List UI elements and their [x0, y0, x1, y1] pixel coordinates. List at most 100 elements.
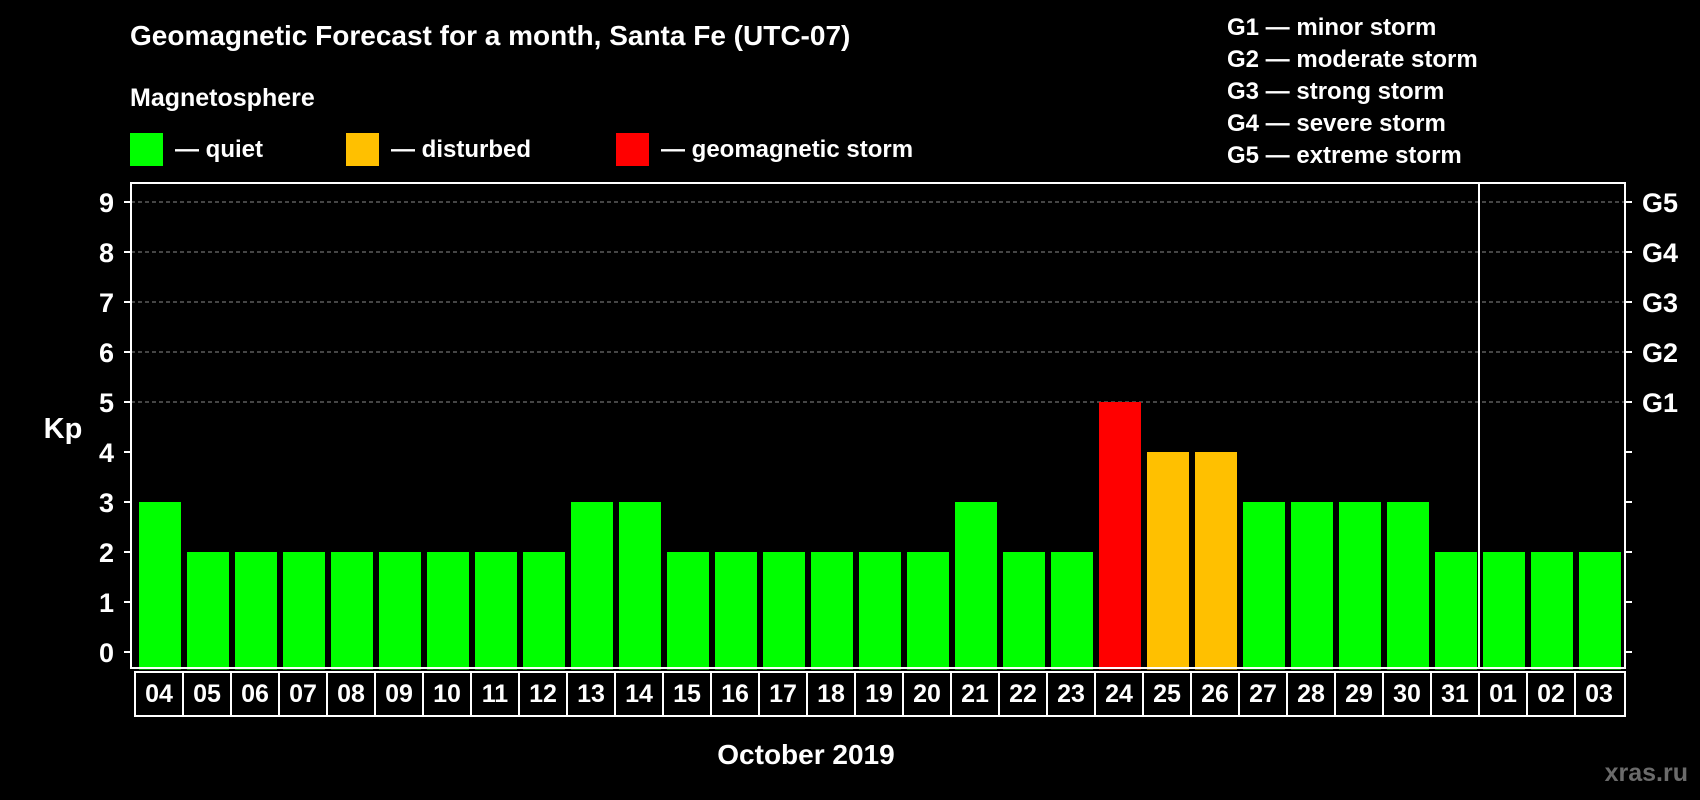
watermark: xras.ru — [1604, 759, 1688, 787]
x-tick-label: 22 — [1009, 680, 1037, 708]
x-tick-label: 25 — [1153, 680, 1181, 708]
legend-label-quiet: — quiet — [175, 135, 263, 163]
g-scale-legend-item: G4 — severe storm — [1227, 110, 1446, 137]
x-tick-label: 03 — [1585, 680, 1613, 708]
bar-15 — [667, 552, 709, 670]
bar-26 — [1195, 452, 1237, 670]
x-tick-label: 01 — [1489, 680, 1517, 708]
x-tick-label: 21 — [961, 680, 989, 708]
legend-swatch-storm — [616, 133, 649, 166]
bar-13 — [571, 502, 613, 670]
y-tick-label: 0 — [99, 638, 114, 668]
g-level-label: G3 — [1642, 288, 1678, 318]
x-tick-label: 08 — [337, 680, 365, 708]
g-level-label: G2 — [1642, 338, 1678, 368]
bar-09 — [379, 552, 421, 670]
x-tick-label: 26 — [1201, 680, 1229, 708]
x-tick-label: 13 — [577, 680, 605, 708]
y-tick-label: 9 — [99, 188, 114, 218]
x-tick-label: 15 — [673, 680, 701, 708]
bar-07 — [283, 552, 325, 670]
y-tick-label: 4 — [99, 438, 114, 468]
x-tick-label: 20 — [913, 680, 941, 708]
x-tick-label: 12 — [529, 680, 557, 708]
bar-31 — [1435, 552, 1477, 670]
bar-18 — [811, 552, 853, 670]
x-tick-label: 16 — [721, 680, 749, 708]
x-tick-label: 10 — [433, 680, 461, 708]
bar-02 — [1531, 552, 1573, 670]
plot-frame — [130, 182, 1626, 669]
x-tick-label: 27 — [1249, 680, 1277, 708]
x-tick-label: 24 — [1105, 680, 1133, 708]
g-scale-legend-item: G3 — strong storm — [1227, 78, 1445, 105]
bar-20 — [907, 552, 949, 670]
x-tick-label: 29 — [1345, 680, 1373, 708]
g-scale-legend-item: G5 — extreme storm — [1227, 142, 1462, 169]
legend-item-quiet: — quiet — [130, 133, 263, 166]
legend-item-disturbed: — disturbed — [346, 133, 531, 166]
g-scale-legend: G1 — minor storm G2 — moderate storm G3 … — [1227, 12, 1478, 172]
bar-14 — [619, 502, 661, 670]
x-tick-label: 17 — [769, 680, 797, 708]
bar-08 — [331, 552, 373, 670]
g-level-label: G1 — [1642, 388, 1678, 418]
legend-label-disturbed: — disturbed — [391, 135, 532, 163]
bar-19 — [859, 552, 901, 670]
x-tick-label: 18 — [817, 680, 845, 708]
bar-10 — [427, 552, 469, 670]
y-tick-label: 3 — [99, 488, 114, 518]
bar-01 — [1483, 552, 1525, 670]
x-tick-label: 04 — [145, 680, 173, 708]
bar-30 — [1387, 502, 1429, 670]
x-tick-label: 07 — [289, 680, 317, 708]
g-scale-legend-item: G2 — moderate storm — [1227, 46, 1478, 73]
x-tick-label: 28 — [1297, 680, 1325, 708]
x-tick-label: 09 — [385, 680, 413, 708]
y-tick-label: 6 — [99, 338, 114, 368]
bar-12 — [523, 552, 565, 670]
y-tick-label: 7 — [99, 288, 114, 318]
bar-06 — [235, 552, 277, 670]
y-tick-label: 2 — [99, 538, 114, 568]
bar-22 — [1003, 552, 1045, 670]
legend-swatch-quiet — [130, 133, 163, 166]
legend-label-storm: — geomagnetic storm — [661, 135, 914, 163]
g-level-label: G5 — [1642, 188, 1678, 218]
x-tick-label: 14 — [625, 680, 653, 708]
x-tick-label: 11 — [482, 680, 509, 708]
bar-03 — [1579, 552, 1621, 670]
legend-item-storm: — geomagnetic storm — [616, 133, 913, 166]
bar-29 — [1339, 502, 1381, 670]
bar-17 — [763, 552, 805, 670]
x-tick-label: 23 — [1057, 680, 1085, 708]
y-tick-label: 1 — [99, 588, 114, 618]
g-level-label: G4 — [1642, 238, 1678, 268]
bar-28 — [1291, 502, 1333, 670]
y-tick-label: 8 — [99, 238, 114, 268]
x-tick-label: 06 — [241, 680, 269, 708]
x-tick-label: 19 — [865, 680, 893, 708]
bar-25 — [1147, 452, 1189, 670]
bar-23 — [1051, 552, 1093, 670]
x-label-box — [134, 671, 1626, 717]
bar-24 — [1099, 402, 1141, 670]
x-tick-label: 05 — [193, 680, 221, 708]
chart-title: Geomagnetic Forecast for a month, Santa … — [130, 20, 851, 51]
legend-swatch-disturbed — [346, 133, 379, 166]
x-tick-label: 30 — [1393, 680, 1421, 708]
bar-21 — [955, 502, 997, 670]
x-tick-label: 02 — [1537, 680, 1565, 708]
bar-04 — [139, 502, 181, 670]
g-scale-legend-item: G1 — minor storm — [1227, 14, 1437, 41]
y-axis-label: Kp — [44, 413, 83, 445]
bar-27 — [1243, 502, 1285, 670]
legend-title: Magnetosphere — [130, 84, 315, 112]
bar-11 — [475, 552, 517, 670]
bar-05 — [187, 552, 229, 670]
bar-16 — [715, 552, 757, 670]
x-axis-label: October 2019 — [717, 739, 894, 770]
x-tick-label: 31 — [1441, 680, 1469, 708]
y-tick-label: 5 — [99, 388, 114, 418]
